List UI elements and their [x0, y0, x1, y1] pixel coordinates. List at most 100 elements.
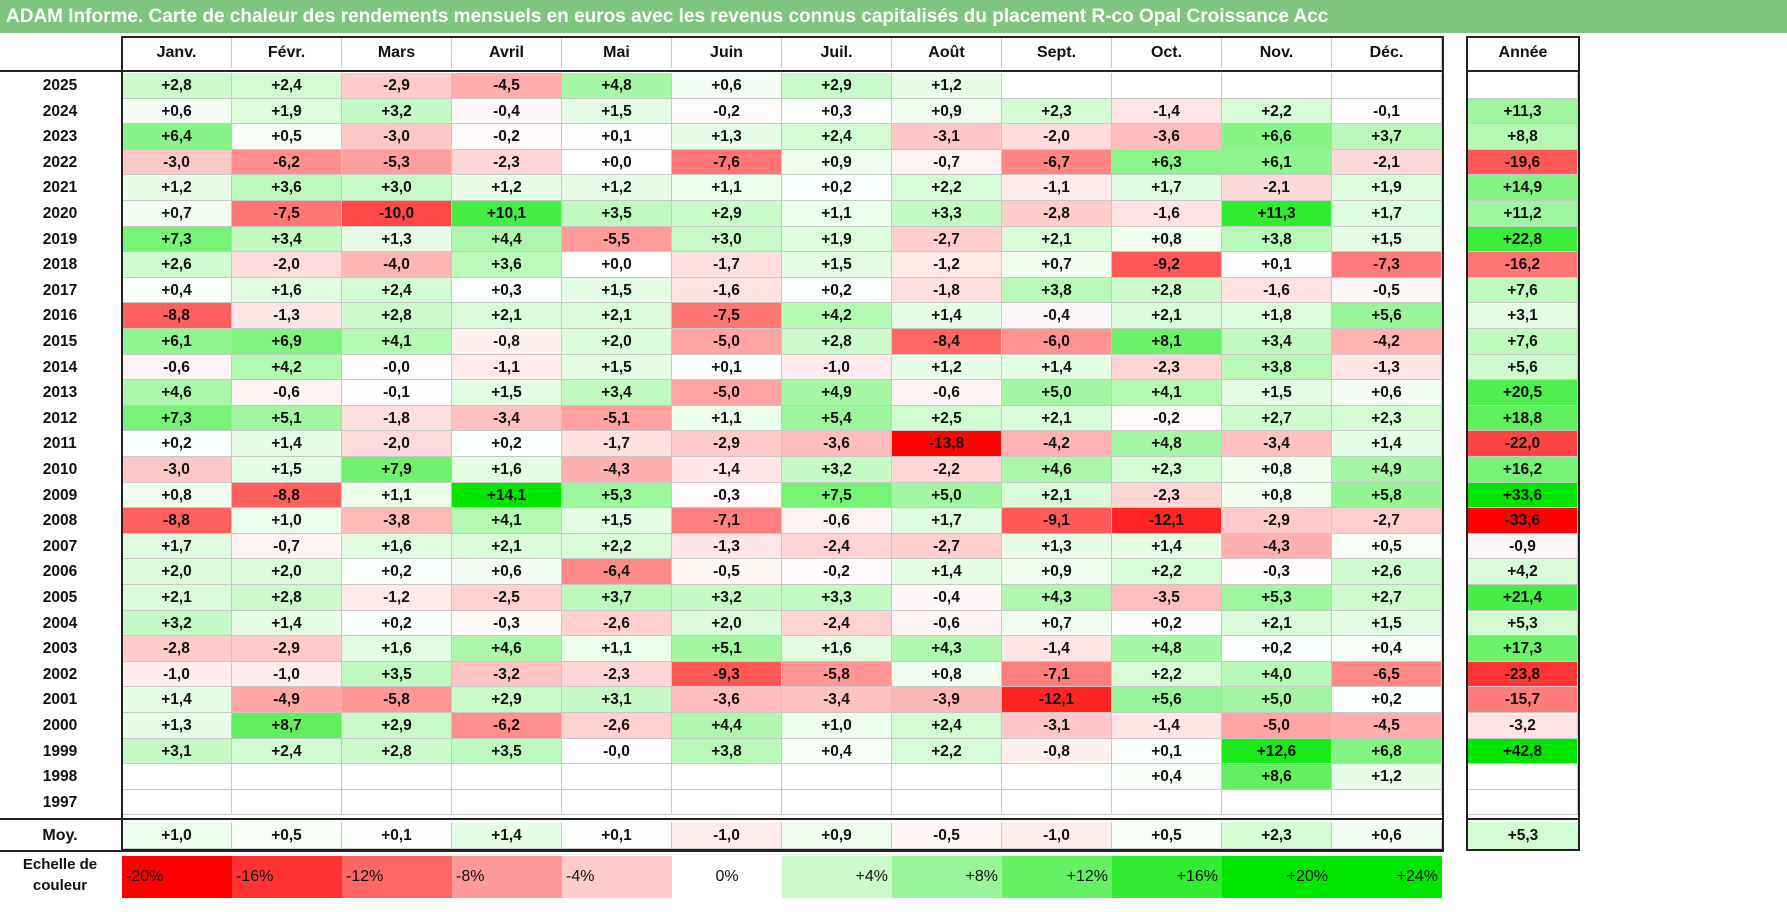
header-separator — [0, 70, 1444, 72]
heatmap-cell: +3,5 — [452, 738, 562, 765]
heatmap-cell: -6,2 — [232, 149, 342, 176]
heatmap-cell: +4,9 — [1332, 457, 1442, 483]
heatmap-cell: -7,1 — [672, 508, 782, 534]
heatmap-cell: +1,2 — [452, 175, 562, 201]
year-label: 2019 — [42, 230, 78, 248]
heatmap-cell: +12,6 — [1222, 738, 1332, 765]
year-label: 2004 — [42, 614, 78, 632]
heatmap-cell: -0,2 — [452, 124, 562, 150]
annual-cell: -15,7 — [1468, 687, 1578, 713]
heatmap-cell: +2,4 — [232, 738, 342, 765]
heatmap-cell: +2,4 — [892, 713, 1002, 739]
heatmap-cell: -2,8 — [1002, 201, 1112, 227]
year-label: 2005 — [42, 589, 78, 606]
heatmap-cell: +1,5 — [562, 98, 672, 125]
color-scale-swatch: +24% — [1332, 856, 1442, 899]
heatmap-cell: -2,1 — [1222, 175, 1332, 201]
month-header: Avril — [452, 38, 562, 68]
heatmap-cell: -2,9 — [1222, 508, 1332, 534]
heatmap-cell: -0,2 — [1112, 405, 1222, 432]
annual-cell: -19,6 — [1468, 149, 1578, 176]
heatmap-cell: -4,3 — [562, 457, 672, 483]
annual-cell — [1468, 73, 1578, 99]
heatmap-cell: +3,1 — [122, 738, 232, 765]
month-header: Juil. — [782, 38, 892, 68]
heatmap-cell: +5,3 — [562, 482, 672, 509]
heatmap-cell: -0,4 — [1002, 303, 1112, 329]
heatmap-cell — [782, 789, 892, 816]
heatmap-cell: +0,0 — [562, 149, 672, 176]
heatmap-cell: +4,4 — [672, 713, 782, 739]
heatmap-cell: +0,2 — [122, 431, 232, 457]
heatmap-cell: +1,4 — [1112, 533, 1222, 560]
annual-cell: +11,3 — [1468, 98, 1578, 125]
heatmap-cell: +0,7 — [1002, 252, 1112, 278]
heatmap-cell: -2,1 — [1332, 149, 1442, 176]
heatmap-cell: -7,5 — [232, 201, 342, 227]
heatmap-cell: +1,2 — [122, 175, 232, 201]
heatmap-cell: -9,3 — [672, 661, 782, 688]
heatmap-cell: +1,4 — [1002, 354, 1112, 381]
heatmap-cell: +4,6 — [452, 636, 562, 662]
heatmap-cell — [1112, 73, 1222, 99]
heatmap-cell: +1,3 — [672, 124, 782, 150]
annual-cell: -33,6 — [1468, 508, 1578, 534]
heatmap-cell — [782, 764, 892, 790]
heatmap-cell: -1,1 — [1002, 175, 1112, 201]
heatmap-cell: +14,1 — [452, 482, 562, 509]
heatmap-cell: +1,9 — [1332, 175, 1442, 201]
heatmap-cell: -1,4 — [1112, 98, 1222, 125]
heatmap-cell — [562, 789, 672, 816]
heatmap-cell: +2,9 — [672, 201, 782, 227]
heatmap-cell: -1,6 — [1222, 277, 1332, 304]
heatmap-cell: +0,1 — [1222, 252, 1332, 278]
heatmap-cell: +4,8 — [1112, 431, 1222, 457]
heatmap-cell: -0,5 — [672, 559, 782, 585]
heatmap-cell: -1,3 — [232, 303, 342, 329]
heatmap-cell: -7,6 — [672, 149, 782, 176]
heatmap-cell — [672, 764, 782, 790]
heatmap-cell: +4,1 — [342, 329, 452, 355]
heatmap-cell: -4,5 — [1332, 713, 1442, 739]
year-label: 2020 — [42, 205, 78, 222]
heatmap-cell — [892, 789, 1002, 816]
heatmap-cell: -2,7 — [892, 533, 1002, 560]
month-header: Août — [892, 38, 1002, 68]
heatmap-cell: -5,0 — [1222, 713, 1332, 739]
heatmap-cell: -2,4 — [782, 610, 892, 637]
heatmap-cell: +1,1 — [342, 482, 452, 509]
annual-cell: +18,8 — [1468, 405, 1578, 432]
month-header: Sept. — [1002, 38, 1112, 68]
heatmap-cell: +0,7 — [122, 201, 232, 227]
heatmap-cell: -3,4 — [782, 687, 892, 713]
heatmap-cell: +3,8 — [1002, 277, 1112, 304]
annual-cell: -3,2 — [1468, 713, 1578, 739]
heatmap-cell: +1,7 — [1112, 175, 1222, 201]
heatmap-cell: -3,2 — [452, 661, 562, 688]
color-scale-swatch: +20% — [1222, 856, 1332, 899]
color-scale-label: Echelle de couleur — [22, 856, 98, 895]
heatmap-cell: +1,4 — [122, 687, 232, 713]
heatmap-cell: +3,0 — [342, 175, 452, 201]
heatmap-cell: +0,2 — [342, 559, 452, 585]
heatmap-cell: +1,5 — [562, 508, 672, 534]
heatmap-cell: -8,8 — [122, 303, 232, 329]
heatmap-cell: +1,1 — [672, 405, 782, 432]
heatmap-cell: +2,1 — [122, 585, 232, 611]
heatmap-cell: +2,1 — [562, 303, 672, 329]
heatmap-cell: +2,3 — [1332, 405, 1442, 432]
heatmap-cell: -0,6 — [122, 354, 232, 381]
heatmap-cell: -0,3 — [672, 482, 782, 509]
heatmap-cell — [342, 789, 452, 816]
heatmap-cell: -5,8 — [782, 661, 892, 688]
annual-cell: +22,8 — [1468, 226, 1578, 253]
heatmap-cell: +1,7 — [1332, 201, 1442, 227]
heatmap-cell: +2,5 — [892, 405, 1002, 432]
color-scale-swatch: +12% — [1002, 856, 1112, 899]
heatmap-cell: +1,4 — [892, 559, 1002, 585]
heatmap-cell: -0,0 — [342, 354, 452, 381]
annual-cell: +17,3 — [1468, 636, 1578, 662]
color-scale-swatch: -4% — [562, 856, 672, 899]
heatmap-cell: -3,1 — [1002, 713, 1112, 739]
year-label: 2025 — [42, 77, 78, 94]
